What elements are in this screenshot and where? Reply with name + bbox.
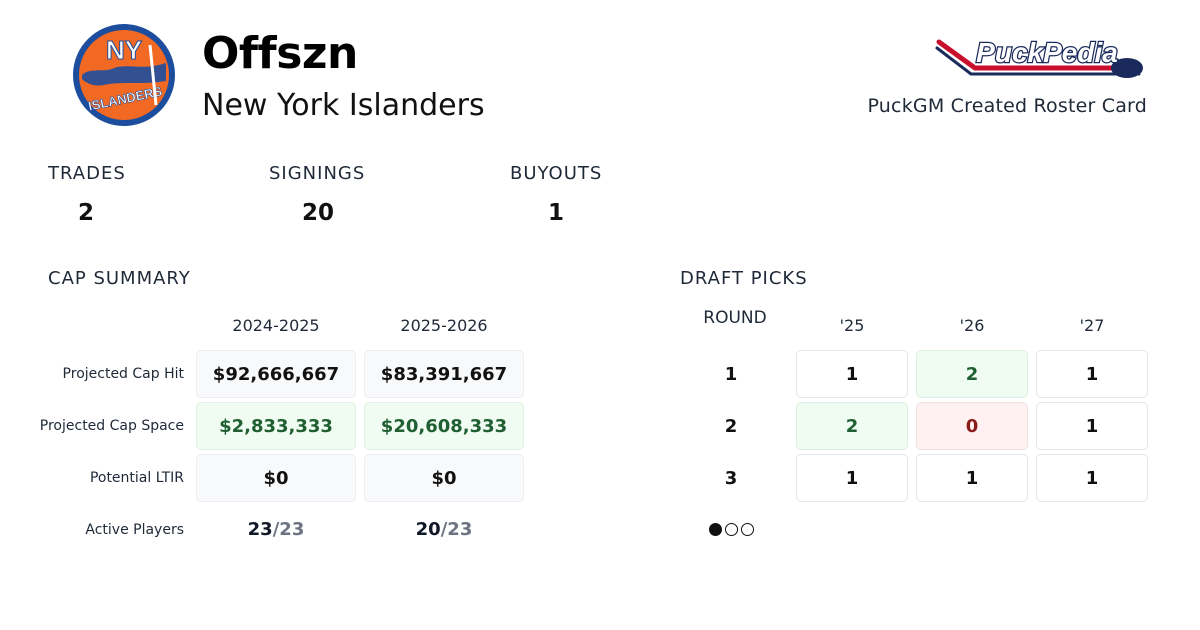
year-header: '25 bbox=[839, 316, 865, 335]
cap-summary-title: CAP SUMMARY bbox=[48, 268, 191, 289]
svg-text:NY: NY bbox=[106, 35, 142, 65]
round-number: 3 bbox=[724, 468, 738, 489]
season-header: 2025-2026 bbox=[400, 316, 488, 335]
row-label-ltir: Potential LTIR bbox=[89, 470, 184, 486]
round-header: ROUND bbox=[703, 308, 767, 328]
stat-signings: SIGNINGS 20 bbox=[269, 163, 469, 226]
season-header: 2024-2025 bbox=[232, 316, 320, 335]
year-header: '27 bbox=[1079, 316, 1105, 335]
puckpedia-logo: PuckPedia bbox=[935, 36, 1143, 78]
pick-cell: 1 bbox=[796, 454, 908, 502]
stat-label: TRADES bbox=[48, 163, 126, 184]
islanders-logo: NY ISLANDERS bbox=[73, 24, 175, 126]
page-dot[interactable] bbox=[741, 523, 754, 536]
page-indicator[interactable] bbox=[709, 523, 754, 536]
draft-picks-title: DRAFT PICKS bbox=[680, 268, 808, 289]
team-name: New York Islanders bbox=[202, 88, 485, 123]
row-label-active-players: Active Players bbox=[85, 522, 184, 538]
pick-cell: 1 bbox=[1036, 402, 1148, 450]
page-title: Offszn bbox=[202, 28, 358, 79]
ltir-value: $0 bbox=[196, 454, 356, 502]
cap-hit-value: $92,666,667 bbox=[196, 350, 356, 398]
stat-label: SIGNINGS bbox=[269, 163, 366, 184]
stat-trades: TRADES 2 bbox=[48, 163, 248, 226]
row-label-cap-hit: Projected Cap Hit bbox=[62, 366, 184, 382]
pick-cell: 0 bbox=[916, 402, 1028, 450]
year-header: '26 bbox=[959, 316, 985, 335]
stat-value: 20 bbox=[302, 200, 335, 226]
round-number: 1 bbox=[724, 364, 738, 385]
page-dot[interactable] bbox=[725, 523, 738, 536]
cap-hit-value: $83,391,667 bbox=[364, 350, 524, 398]
pick-cell: 1 bbox=[916, 454, 1028, 502]
stat-buyouts: BUYOUTS 1 bbox=[510, 163, 710, 226]
page-dot[interactable] bbox=[709, 523, 722, 536]
pick-cell: 2 bbox=[796, 402, 908, 450]
round-number: 2 bbox=[724, 416, 738, 437]
svg-text:PuckPedia: PuckPedia bbox=[976, 37, 1118, 68]
cap-space-value: $20,608,333 bbox=[364, 402, 524, 450]
row-label-cap-space: Projected Cap Space bbox=[39, 418, 184, 434]
stat-value: 2 bbox=[78, 200, 95, 226]
active-players-value: 20/23 bbox=[415, 519, 473, 540]
pick-cell: 1 bbox=[1036, 350, 1148, 398]
cap-space-value: $2,833,333 bbox=[196, 402, 356, 450]
active-players-value: 23/23 bbox=[247, 519, 305, 540]
card-caption: PuckGM Created Roster Card bbox=[867, 95, 1147, 117]
ltir-value: $0 bbox=[364, 454, 524, 502]
pick-cell: 1 bbox=[1036, 454, 1148, 502]
pick-cell: 2 bbox=[916, 350, 1028, 398]
stat-value: 1 bbox=[548, 200, 565, 226]
stat-label: BUYOUTS bbox=[510, 163, 603, 184]
pick-cell: 1 bbox=[796, 350, 908, 398]
